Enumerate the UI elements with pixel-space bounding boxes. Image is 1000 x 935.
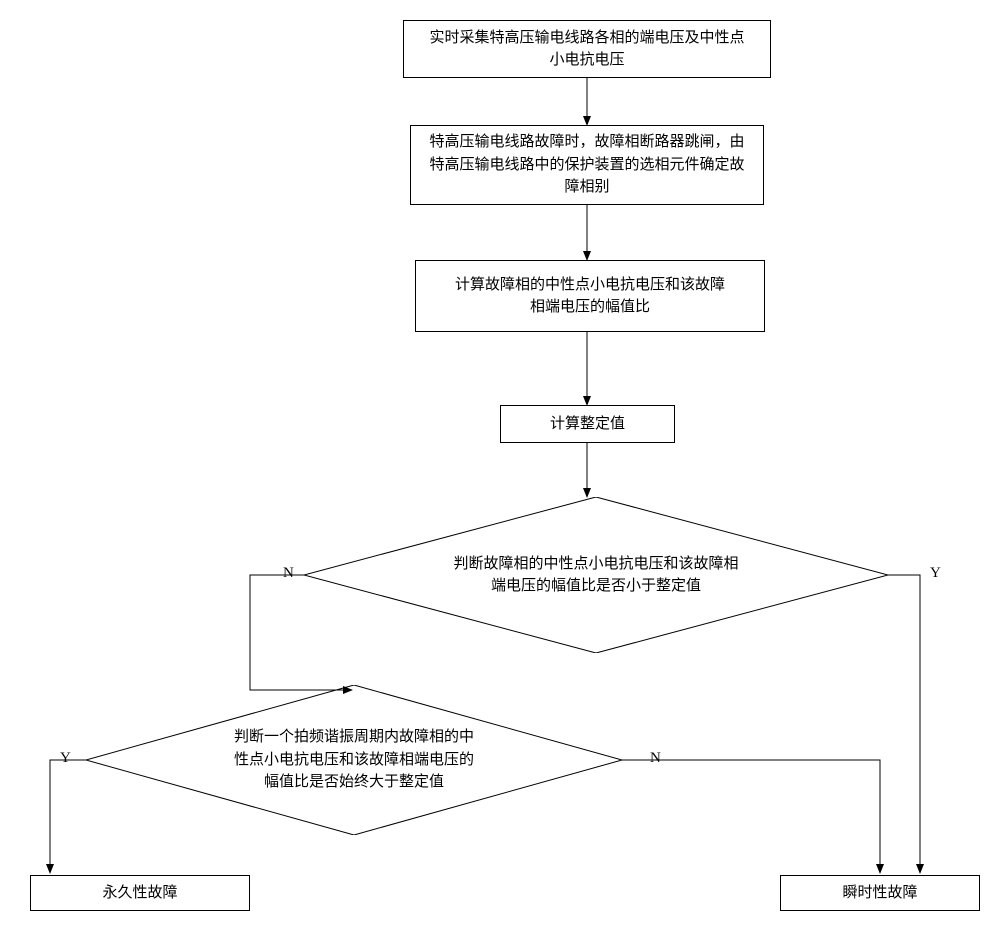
decision-always-gt-setting: 判断一个拍频谐振周期内故障相的中性点小电抗电压和该故障相端电压的幅值比是否始终大… xyxy=(86,685,622,835)
edge-label-n: N xyxy=(650,750,661,767)
decision-text: 判断故障相的中性点小电抗电压和该故障相端电压的幅值比是否小于整定值 xyxy=(453,553,738,598)
node-text: 特高压输电线路故障时，故障相断路器跳闸，由特高压输电线路中的保护装置的选相元件确… xyxy=(429,131,744,199)
node-text: 实时采集特高压输电线路各相的端电压及中性点小电抗电压 xyxy=(429,27,744,72)
edge-label-n: N xyxy=(283,565,294,582)
node-calc-setting: 计算整定值 xyxy=(500,405,675,443)
node-transient-fault: 瞬时性故障 xyxy=(780,875,980,911)
edge-label-y: Y xyxy=(930,565,941,582)
edge-label-y: Y xyxy=(60,750,71,767)
node-text: 计算故障相的中性点小电抗电压和该故障相端电压的幅值比 xyxy=(455,274,725,319)
node-text: 计算整定值 xyxy=(550,413,625,436)
decision-text: 判断一个拍频谐振周期内故障相的中性点小电抗电压和该故障相端电压的幅值比是否始终大… xyxy=(234,726,474,794)
node-text: 瞬时性故障 xyxy=(842,882,917,905)
node-collect: 实时采集特高压输电线路各相的端电压及中性点小电抗电压 xyxy=(403,20,771,78)
node-permanent-fault: 永久性故障 xyxy=(30,875,250,911)
node-fault-trip: 特高压输电线路故障时，故障相断路器跳闸，由特高压输电线路中的保护装置的选相元件确… xyxy=(410,125,764,205)
node-text: 永久性故障 xyxy=(102,882,177,905)
decision-ratio-lt-setting: 判断故障相的中性点小电抗电压和该故障相端电压的幅值比是否小于整定值 xyxy=(304,497,888,653)
node-calc-ratio: 计算故障相的中性点小电抗电压和该故障相端电压的幅值比 xyxy=(415,260,765,332)
